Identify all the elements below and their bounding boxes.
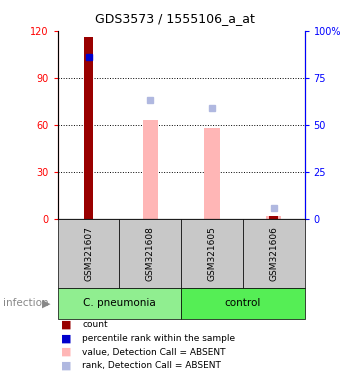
Text: C. pneumonia: C. pneumonia (83, 298, 156, 308)
Bar (142, 120, 158, 219)
Bar (181, 288, 304, 319)
Bar (58, 219, 119, 288)
Text: GDS3573 / 1555106_a_at: GDS3573 / 1555106_a_at (95, 12, 255, 25)
Bar (181, 219, 243, 288)
Text: percentile rank within the sample: percentile rank within the sample (82, 334, 235, 343)
Text: ■: ■ (61, 319, 72, 329)
Bar (243, 219, 304, 288)
Text: count: count (82, 320, 108, 329)
Bar (119, 219, 181, 288)
Text: GSM321606: GSM321606 (269, 226, 278, 281)
Text: ▶: ▶ (42, 298, 50, 308)
Text: GSM321605: GSM321605 (208, 226, 216, 281)
Bar (84, 37, 93, 219)
Text: rank, Detection Call = ABSENT: rank, Detection Call = ABSENT (82, 361, 221, 371)
Text: control: control (225, 298, 261, 308)
Bar (270, 216, 278, 219)
Text: ■: ■ (61, 347, 72, 357)
Bar (266, 216, 281, 219)
Bar (204, 128, 220, 219)
Text: GSM321607: GSM321607 (84, 226, 93, 281)
Text: infection: infection (4, 298, 49, 308)
Bar (58, 288, 181, 319)
Text: value, Detection Call = ABSENT: value, Detection Call = ABSENT (82, 348, 226, 357)
Text: GSM321608: GSM321608 (146, 226, 155, 281)
Text: ■: ■ (61, 333, 72, 343)
Text: ■: ■ (61, 361, 72, 371)
